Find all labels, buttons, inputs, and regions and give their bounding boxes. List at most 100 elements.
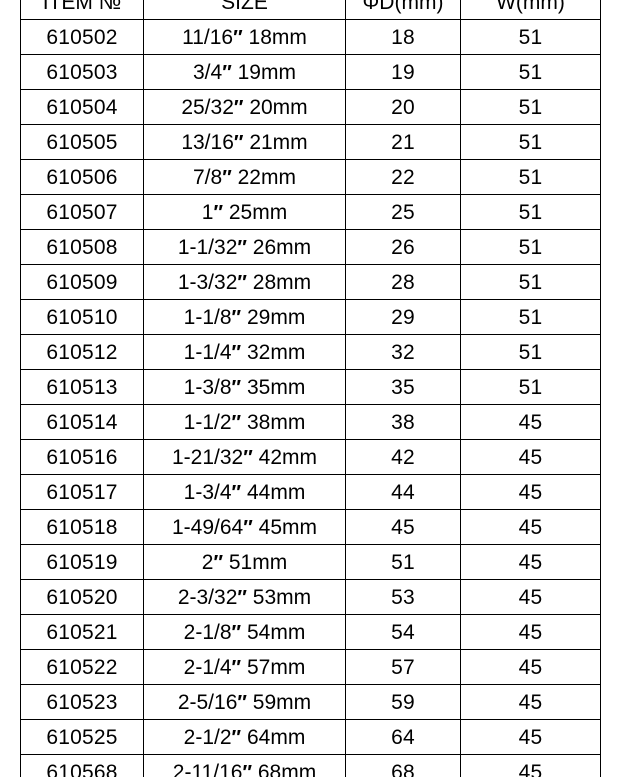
- cell-item-no: 610519: [20, 544, 144, 580]
- cell-phid: 20: [345, 89, 461, 125]
- cell-phid: 32: [345, 334, 461, 370]
- table-row: 610517 1-3/4″ 44mm 44 45: [20, 474, 601, 510]
- table-row: 610518 1-49/64″ 45mm 45 45: [20, 509, 601, 545]
- cell-phid: 54: [345, 614, 461, 650]
- cell-item-no: 610518: [20, 509, 144, 545]
- cell-item-no: 610521: [20, 614, 144, 650]
- table-row: 610521 2-1/8″ 54mm 54 45: [20, 614, 601, 650]
- cell-phid: 19: [345, 54, 461, 90]
- cell-phid: 25: [345, 194, 461, 230]
- cell-size: 1-1/2″ 38mm: [143, 404, 346, 440]
- cell-phid: 18: [345, 19, 461, 55]
- cell-size: 1-1/32″ 26mm: [143, 229, 346, 265]
- column-header-size: SIZE: [143, 0, 346, 20]
- cell-size: 25/32″ 20mm: [143, 89, 346, 125]
- table-row: 610509 1-3/32″ 28mm 28 51: [20, 264, 601, 300]
- table-body: 610502 11/16″ 18mm 18 51 610503 3/4″ 19mm 19 51…: [20, 19, 601, 777]
- cell-w: 51: [460, 54, 601, 90]
- cell-phid: 64: [345, 719, 461, 755]
- cell-w: 45: [460, 439, 601, 475]
- cell-item-no: 610503: [20, 54, 144, 90]
- cell-phid: 42: [345, 439, 461, 475]
- cell-phid: 38: [345, 404, 461, 440]
- cell-size: 7/8″ 22mm: [143, 159, 346, 195]
- cell-phid: 28: [345, 264, 461, 300]
- cell-w: 45: [460, 474, 601, 510]
- cell-size: 2″ 51mm: [143, 544, 346, 580]
- cell-w: 51: [460, 334, 601, 370]
- cell-size: 13/16″ 21mm: [143, 124, 346, 160]
- cell-item-no: 610512: [20, 334, 144, 370]
- cell-item-no: 610508: [20, 229, 144, 265]
- cell-item-no: 610520: [20, 579, 144, 615]
- cell-size: 11/16″ 18mm: [143, 19, 346, 55]
- cell-w: 51: [460, 89, 601, 125]
- cell-size: 1-1/8″ 29mm: [143, 299, 346, 335]
- cell-item-no: 610568: [20, 754, 144, 777]
- cell-size: 2-11/16″ 68mm: [143, 754, 346, 777]
- cell-item-no: 610504: [20, 89, 144, 125]
- cell-size: 2-5/16″ 59mm: [143, 684, 346, 720]
- cell-phid: 59: [345, 684, 461, 720]
- cell-item-no: 610522: [20, 649, 144, 685]
- cell-size: 2-1/2″ 64mm: [143, 719, 346, 755]
- table-row: 610519 2″ 51mm 51 45: [20, 544, 601, 580]
- table-row: 610510 1-1/8″ 29mm 29 51: [20, 299, 601, 335]
- cell-w: 51: [460, 19, 601, 55]
- cell-w: 45: [460, 649, 601, 685]
- cell-phid: 35: [345, 369, 461, 405]
- cell-size: 3/4″ 19mm: [143, 54, 346, 90]
- cell-size: 2-3/32″ 53mm: [143, 579, 346, 615]
- cell-item-no: 610510: [20, 299, 144, 335]
- column-header-w: W(mm): [460, 0, 601, 20]
- cell-item-no: 610525: [20, 719, 144, 755]
- cell-size: 1-3/32″ 28mm: [143, 264, 346, 300]
- cell-size: 2-1/8″ 54mm: [143, 614, 346, 650]
- table-header-row: ITEM № SIZE ΦD(mm) W(mm): [20, 0, 601, 20]
- table-row: 610503 3/4″ 19mm 19 51: [20, 54, 601, 90]
- cell-phid: 29: [345, 299, 461, 335]
- table-row: 610504 25/32″ 20mm 20 51: [20, 89, 601, 125]
- cell-phid: 21: [345, 124, 461, 160]
- table-row: 610508 1-1/32″ 26mm 26 51: [20, 229, 601, 265]
- cell-w: 45: [460, 614, 601, 650]
- cell-item-no: 610513: [20, 369, 144, 405]
- cell-phid: 26: [345, 229, 461, 265]
- cell-item-no: 610523: [20, 684, 144, 720]
- cell-w: 45: [460, 754, 601, 777]
- table-row: 610512 1-1/4″ 32mm 32 51: [20, 334, 601, 370]
- cell-w: 51: [460, 369, 601, 405]
- cell-item-no: 610514: [20, 404, 144, 440]
- cell-size: 1-1/4″ 32mm: [143, 334, 346, 370]
- cell-w: 51: [460, 299, 601, 335]
- cell-w: 45: [460, 544, 601, 580]
- table-scroll-content: ITEM № SIZE ΦD(mm) W(mm) 610502 11/16″ 18…: [20, 0, 601, 777]
- table-row: 610513 1-3/8″ 35mm 35 51: [20, 369, 601, 405]
- cell-item-no: 610516: [20, 439, 144, 475]
- cell-w: 45: [460, 719, 601, 755]
- cell-size: 1-3/4″ 44mm: [143, 474, 346, 510]
- cell-w: 51: [460, 264, 601, 300]
- table-row: 610568 2-11/16″ 68mm 68 45: [20, 754, 601, 777]
- cell-item-no: 610517: [20, 474, 144, 510]
- table-row: 610516 1-21/32″ 42mm 42 45: [20, 439, 601, 475]
- socket-specification-table: ITEM № SIZE ΦD(mm) W(mm) 610502 11/16″ 18…: [20, 0, 601, 777]
- cell-size: 1-21/32″ 42mm: [143, 439, 346, 475]
- cell-w: 45: [460, 404, 601, 440]
- cell-w: 51: [460, 124, 601, 160]
- table-row: 610506 7/8″ 22mm 22 51: [20, 159, 601, 195]
- table-row: 610502 11/16″ 18mm 18 51: [20, 19, 601, 55]
- table-row: 610523 2-5/16″ 59mm 59 45: [20, 684, 601, 720]
- cell-size: 1-3/8″ 35mm: [143, 369, 346, 405]
- cell-w: 45: [460, 684, 601, 720]
- cell-phid: 57: [345, 649, 461, 685]
- cell-w: 45: [460, 579, 601, 615]
- cell-size: 1-49/64″ 45mm: [143, 509, 346, 545]
- table-row: 610514 1-1/2″ 38mm 38 45: [20, 404, 601, 440]
- table-row: 610505 13/16″ 21mm 21 51: [20, 124, 601, 160]
- cell-phid: 51: [345, 544, 461, 580]
- table-header: ITEM № SIZE ΦD(mm) W(mm): [20, 0, 601, 20]
- column-header-item-no: ITEM №: [20, 0, 144, 20]
- cell-item-no: 610506: [20, 159, 144, 195]
